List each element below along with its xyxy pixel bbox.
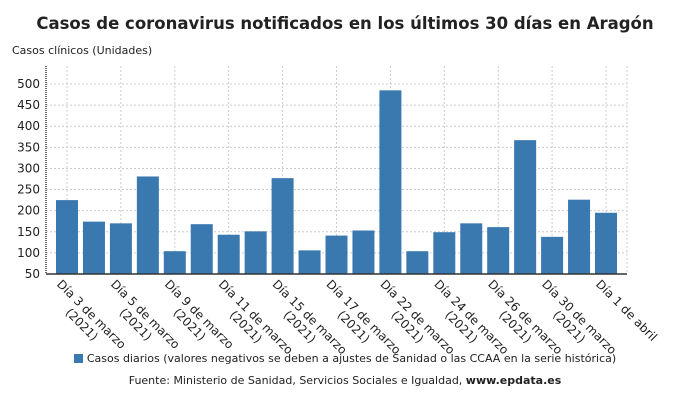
bar bbox=[244, 231, 267, 274]
y-tick-label: 300 bbox=[17, 161, 40, 175]
bar bbox=[406, 251, 429, 274]
legend-swatch bbox=[73, 354, 83, 363]
bar bbox=[109, 223, 132, 274]
legend: Casos diarios (valores negativos se debe… bbox=[0, 352, 690, 365]
bar bbox=[433, 232, 456, 274]
bar bbox=[325, 235, 348, 274]
bar bbox=[595, 212, 617, 274]
source-note: Fuente: Ministerio de Sanidad, Servicios… bbox=[0, 374, 690, 387]
y-tick-label: 350 bbox=[17, 140, 40, 154]
y-axis-label: Casos clínicos (Unidades) bbox=[12, 44, 153, 57]
y-tick-label: 200 bbox=[17, 204, 40, 218]
bar bbox=[541, 236, 564, 274]
bar bbox=[190, 224, 213, 274]
bar bbox=[217, 234, 240, 274]
bar bbox=[568, 199, 591, 274]
y-tick-label: 50 bbox=[25, 267, 40, 281]
y-tick-label: 500 bbox=[17, 77, 40, 91]
bar bbox=[487, 227, 510, 274]
y-tick-label: 100 bbox=[17, 246, 40, 260]
bar bbox=[82, 221, 105, 274]
y-tick-label: 250 bbox=[17, 183, 40, 197]
source-text: Fuente: Ministerio de Sanidad, Servicios… bbox=[128, 374, 466, 387]
bar bbox=[514, 140, 537, 274]
bar bbox=[271, 178, 294, 274]
y-tick-label: 150 bbox=[17, 225, 40, 239]
legend-label: Casos diarios (valores negativos se debe… bbox=[86, 352, 617, 365]
bar bbox=[460, 223, 483, 274]
bar bbox=[352, 230, 375, 274]
y-tick-label: 450 bbox=[17, 98, 40, 112]
bar bbox=[56, 200, 78, 274]
y-tick-label: 400 bbox=[17, 119, 40, 133]
bar bbox=[379, 90, 402, 274]
bar bbox=[298, 250, 321, 274]
source-link[interactable]: www.epdata.es bbox=[465, 374, 562, 387]
bar bbox=[136, 176, 159, 274]
chart-title: Casos de coronavirus notificados en los … bbox=[36, 14, 654, 33]
bar bbox=[163, 251, 186, 274]
